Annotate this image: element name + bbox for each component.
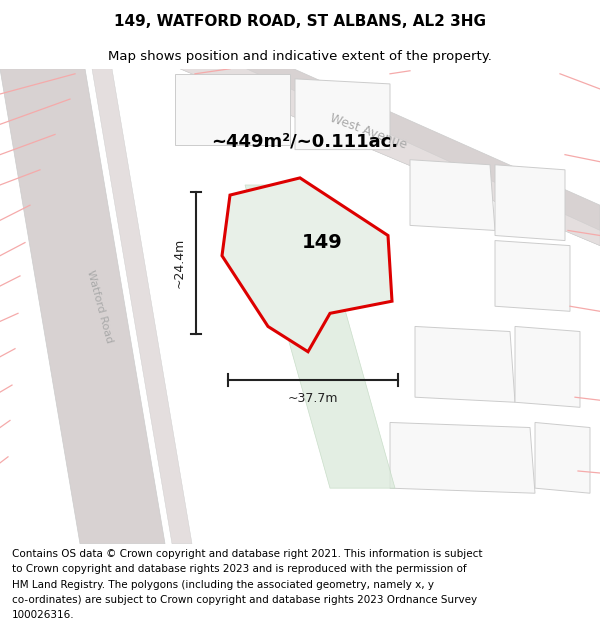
Polygon shape (222, 178, 392, 352)
Text: co-ordinates) are subject to Crown copyright and database rights 2023 Ordnance S: co-ordinates) are subject to Crown copyr… (12, 594, 477, 604)
Polygon shape (515, 326, 580, 408)
Text: 149, WATFORD ROAD, ST ALBANS, AL2 3HG: 149, WATFORD ROAD, ST ALBANS, AL2 3HG (114, 14, 486, 29)
Polygon shape (295, 79, 390, 149)
Text: ~37.7m: ~37.7m (288, 392, 338, 405)
Polygon shape (495, 241, 570, 311)
Text: West Avenue: West Avenue (328, 111, 409, 151)
Polygon shape (180, 18, 600, 246)
Text: ~24.4m: ~24.4m (173, 238, 186, 288)
Text: HM Land Registry. The polygons (including the associated geometry, namely x, y: HM Land Registry. The polygons (includin… (12, 579, 434, 589)
Polygon shape (245, 185, 395, 488)
Text: 149: 149 (302, 233, 343, 252)
Polygon shape (415, 326, 515, 402)
Text: Contains OS data © Crown copyright and database right 2021. This information is : Contains OS data © Crown copyright and d… (12, 549, 482, 559)
Polygon shape (390, 422, 535, 493)
Polygon shape (535, 422, 590, 493)
Text: 100026316.: 100026316. (12, 609, 74, 619)
Polygon shape (180, 38, 600, 246)
Text: to Crown copyright and database rights 2023 and is reproduced with the permissio: to Crown copyright and database rights 2… (12, 564, 467, 574)
Text: Watford Road: Watford Road (85, 269, 115, 344)
Polygon shape (410, 160, 495, 231)
Polygon shape (175, 74, 290, 144)
Polygon shape (0, 69, 165, 544)
Text: Map shows position and indicative extent of the property.: Map shows position and indicative extent… (108, 50, 492, 62)
Polygon shape (495, 165, 565, 241)
Text: ~449m²/~0.111ac.: ~449m²/~0.111ac. (211, 132, 398, 151)
Polygon shape (92, 69, 192, 544)
